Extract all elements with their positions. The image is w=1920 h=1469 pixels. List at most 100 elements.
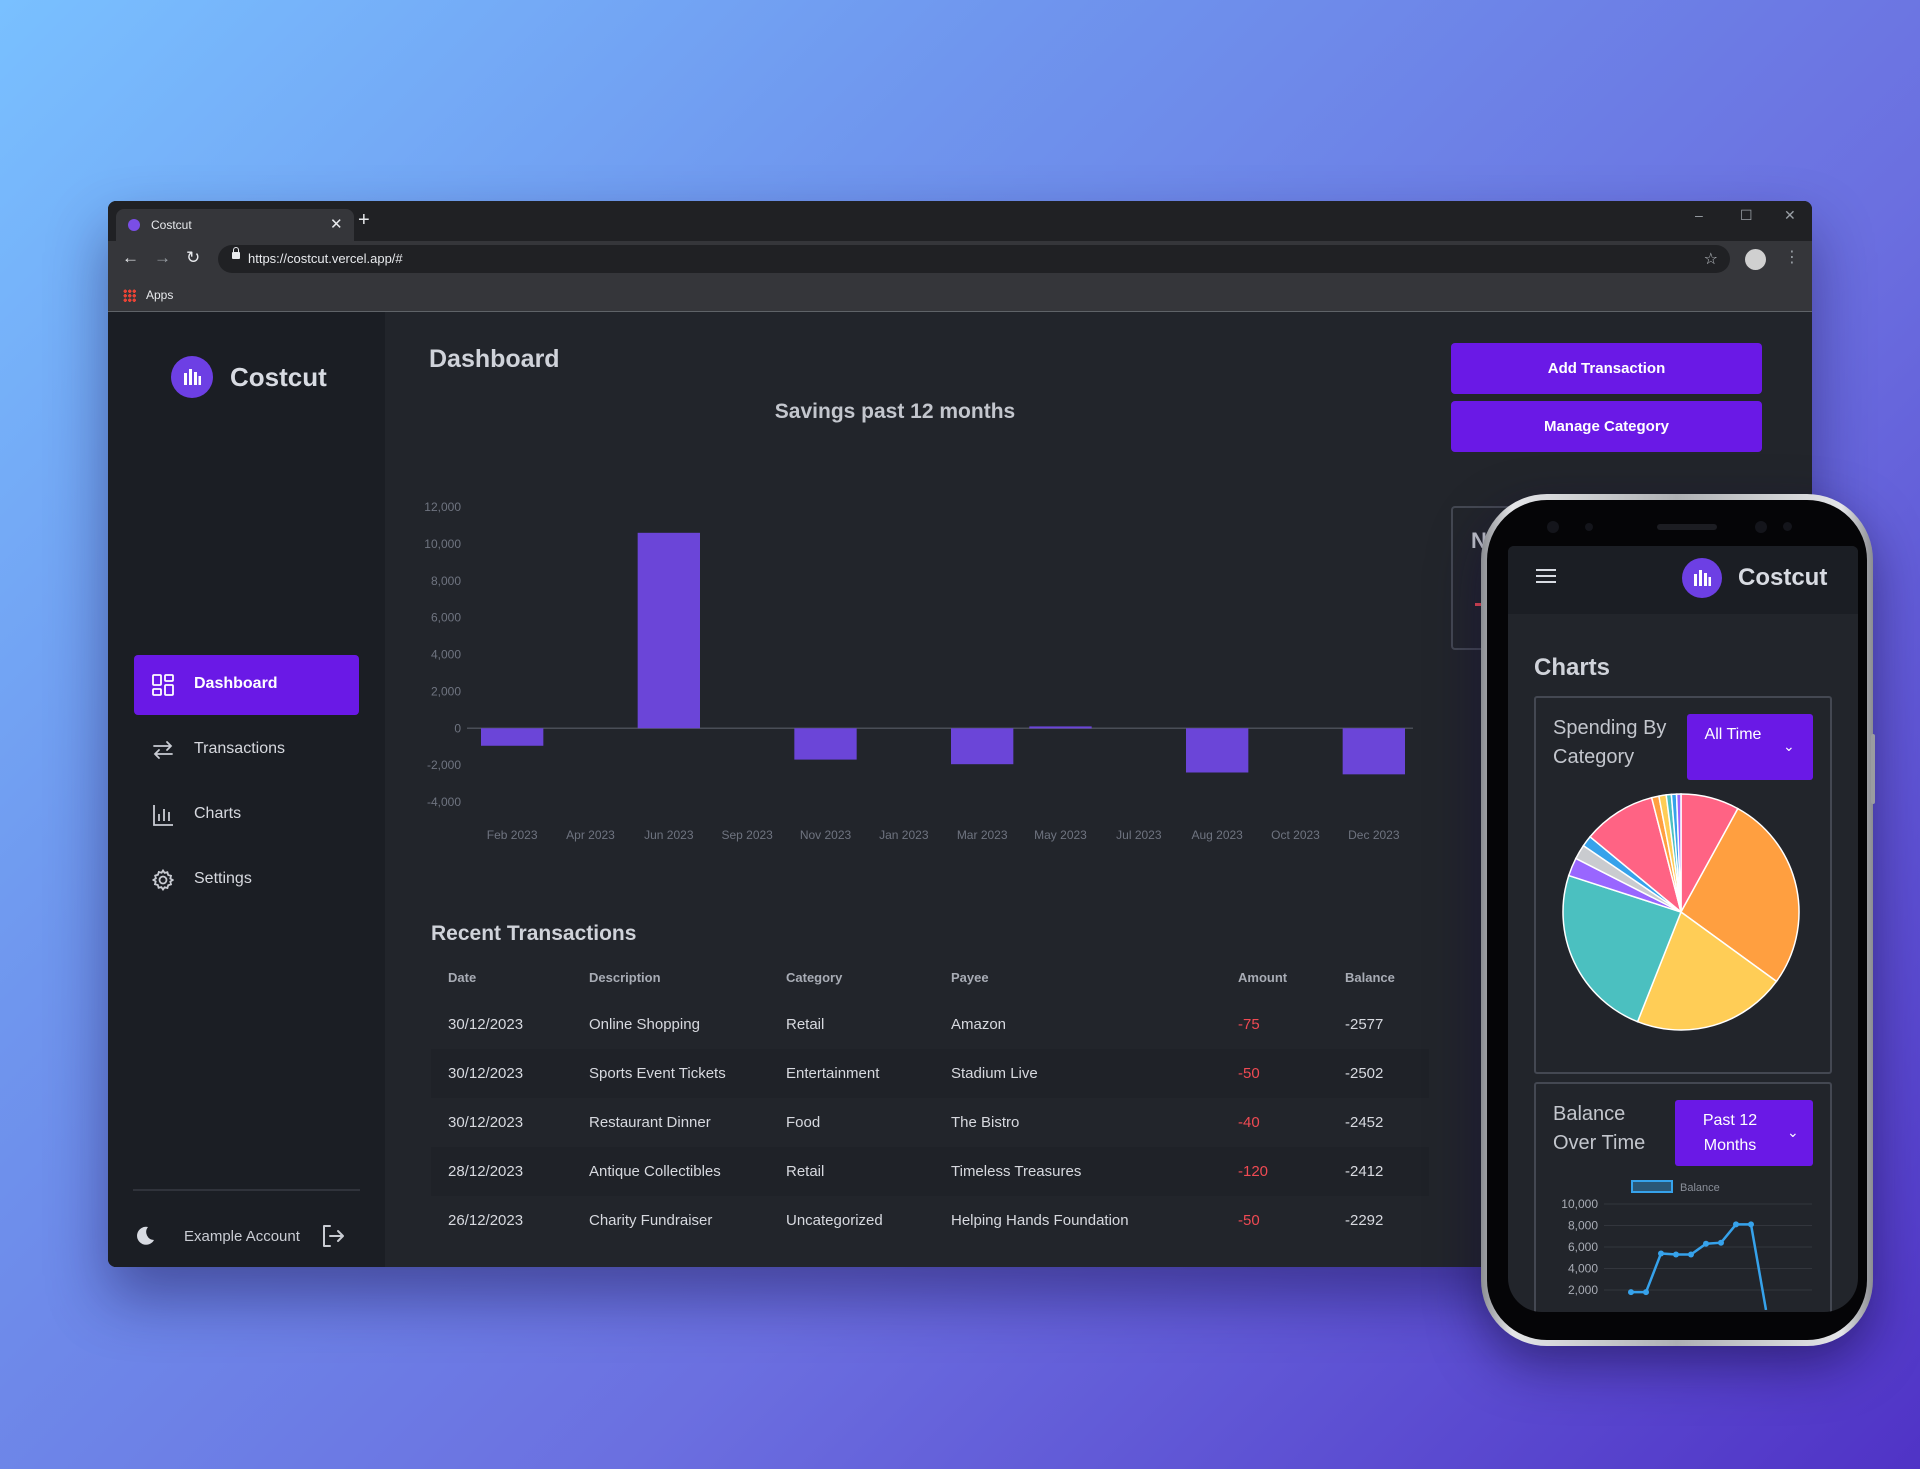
chart-title: Savings past 12 months: [774, 400, 1016, 423]
phone-screen: Costcut Charts Spending By Category All …: [1508, 546, 1858, 1312]
manage-category-button[interactable]: Manage Category: [1451, 401, 1762, 452]
table-row[interactable]: 30/12/2023 Restaurant Dinner Food The Bistr…: [431, 1098, 1429, 1147]
browser-tab[interactable]: Costcut ✕: [116, 209, 354, 241]
account-name: Example Account: [184, 1228, 300, 1245]
profile-avatar[interactable]: [1745, 249, 1766, 270]
forward-icon[interactable]: →: [154, 248, 171, 267]
hamburger-menu-icon[interactable]: [1536, 568, 1556, 584]
cell-amount: -50: [1238, 1212, 1260, 1229]
address-bar[interactable]: https://costcut.vercel.app/# ☆: [218, 245, 1730, 273]
x-tick-label: Sep 2023: [721, 828, 773, 842]
cell-description: Charity Fundraiser: [589, 1212, 713, 1229]
chevron-down-icon: ⌄: [1783, 738, 1795, 754]
line-point: [1703, 1240, 1709, 1247]
dashboard-icon: [152, 674, 174, 696]
phone-side-button: [1871, 734, 1875, 804]
legend-label: Balance: [1680, 1182, 1720, 1194]
y-tick-label: 2,000: [1568, 1283, 1598, 1297]
sidebar-item-transactions[interactable]: Transactions: [134, 720, 359, 780]
y-tick-label: 8,000: [431, 574, 461, 588]
tab-strip: Costcut ✕ + – ☐ ✕: [108, 201, 1812, 241]
column-header-balance[interactable]: Balance: [1345, 969, 1395, 985]
apps-bookmark[interactable]: Apps: [146, 288, 174, 302]
sidebar-item-dashboard[interactable]: Dashboard: [134, 655, 359, 715]
bookmark-star-icon[interactable]: ☆: [1703, 251, 1718, 268]
savings-bar-chart: 12,000 10,000 8,000 6,000 4,000 2,000 0 -2,000 -…: [424, 500, 1413, 842]
table-row[interactable]: 28/12/2023 Antique Collectibles Retail Time…: [431, 1147, 1429, 1196]
column-header-category[interactable]: Category: [786, 969, 843, 985]
cell-category: Retail: [786, 1016, 825, 1033]
gear-icon: [152, 869, 174, 891]
column-header-payee[interactable]: Payee: [951, 969, 989, 985]
cell-date: 30/12/2023: [431, 1049, 572, 1098]
table-row[interactable]: 30/12/2023 Sports Event Tickets Entertainm…: [431, 1049, 1429, 1098]
balance-over-time-card: Balance Over Time Past 12 Months ⌄ Balan…: [1534, 1082, 1832, 1312]
y-tick-label: 10,000: [1561, 1197, 1598, 1211]
tab-title: Costcut: [151, 218, 192, 232]
y-tick-label: 6,000: [431, 611, 461, 625]
apps-grid-icon[interactable]: [123, 289, 136, 302]
close-tab-icon[interactable]: ✕: [330, 216, 343, 233]
transactions-table: Date Description Category Payee Amount B…: [431, 954, 1429, 1245]
spending-period-select[interactable]: All Time ⌄: [1687, 714, 1813, 780]
reload-icon[interactable]: ↻: [186, 248, 201, 267]
x-tick-label: Dec 2023: [1348, 828, 1400, 842]
chevron-down-icon: ⌄: [1787, 1124, 1799, 1140]
url-text[interactable]: https://costcut.vercel.app/#: [248, 251, 403, 266]
phone-sensor-icon: [1585, 523, 1593, 531]
pie-slice-3: [1562, 874, 1682, 1023]
spending-by-category-card: Spending By Category All Time ⌄: [1534, 696, 1832, 1074]
phone-app-name: Costcut: [1738, 564, 1828, 591]
x-tick-label: Jan 2023: [879, 828, 929, 842]
x-tick-label: Jun 2023: [644, 828, 694, 842]
table-row[interactable]: 30/12/2023 Online Shopping Retail Amazon -75…: [431, 1000, 1429, 1049]
x-tick-label: Feb 2023: [487, 828, 538, 842]
bar-mar-2023: [637, 532, 700, 729]
close-window-button[interactable]: ✕: [1784, 207, 1796, 223]
column-header-date[interactable]: Date: [448, 969, 477, 985]
bar-dec-2023: [1342, 728, 1405, 775]
line-point: [1628, 1289, 1634, 1296]
cell-amount: -75: [1238, 1016, 1260, 1033]
sidebar-divider: [133, 1189, 360, 1191]
bookmarks-bar: Apps: [108, 277, 1812, 312]
recent-transactions-title: Recent Transactions: [431, 922, 637, 945]
page-title: Dashboard: [429, 345, 560, 373]
phone-camera-icon: [1755, 521, 1767, 533]
line-point: [1673, 1251, 1679, 1258]
add-transaction-button[interactable]: Add Transaction: [1451, 343, 1762, 394]
cell-balance: -2292: [1345, 1212, 1384, 1229]
table-header-row: Date Description Category Payee Amount B…: [431, 954, 1429, 1000]
phone-bezel: Costcut Charts Spending By Category All …: [1487, 500, 1867, 1340]
line-point: [1658, 1250, 1664, 1257]
balance-period-select[interactable]: Past 12 Months ⌄: [1675, 1100, 1813, 1166]
balance-card-title: Balance Over Time: [1553, 1103, 1646, 1154]
sidebar-item-charts[interactable]: Charts: [134, 785, 359, 845]
cell-balance: -2577: [1345, 1016, 1384, 1033]
logo-bars-icon: [1694, 570, 1711, 586]
y-tick-label: 2,000: [431, 684, 461, 698]
lock-icon: [232, 247, 240, 259]
column-header-description[interactable]: Description: [589, 969, 661, 985]
balance-line: [1631, 1223, 1768, 1310]
back-icon[interactable]: ←: [122, 248, 139, 267]
line-point: [1718, 1239, 1724, 1246]
cell-category: Uncategorized: [786, 1212, 883, 1229]
column-header-amount[interactable]: Amount: [1238, 969, 1288, 985]
cell-date: 28/12/2023: [431, 1147, 572, 1196]
sidebar-item-settings[interactable]: Settings: [134, 850, 359, 910]
browser-menu-icon[interactable]: ⋮: [1784, 249, 1800, 266]
x-tick-label: Nov 2023: [800, 828, 852, 842]
table-row[interactable]: 26/12/2023 Charity Fundraiser Uncategorize…: [431, 1196, 1429, 1245]
y-tick-label: -2,000: [427, 758, 461, 772]
minimize-button[interactable]: –: [1695, 207, 1703, 223]
spending-card-title: Spending By Category: [1553, 717, 1667, 768]
y-tick-label: 10,000: [424, 537, 461, 551]
phone-speaker: [1657, 524, 1717, 530]
new-tab-button[interactable]: +: [358, 209, 370, 231]
app-logo: [171, 356, 213, 398]
maximize-button[interactable]: ☐: [1740, 207, 1753, 223]
logout-icon[interactable]: [320, 1223, 346, 1249]
dark-mode-toggle-icon[interactable]: [134, 1225, 156, 1247]
cell-date: 26/12/2023: [448, 1212, 524, 1229]
